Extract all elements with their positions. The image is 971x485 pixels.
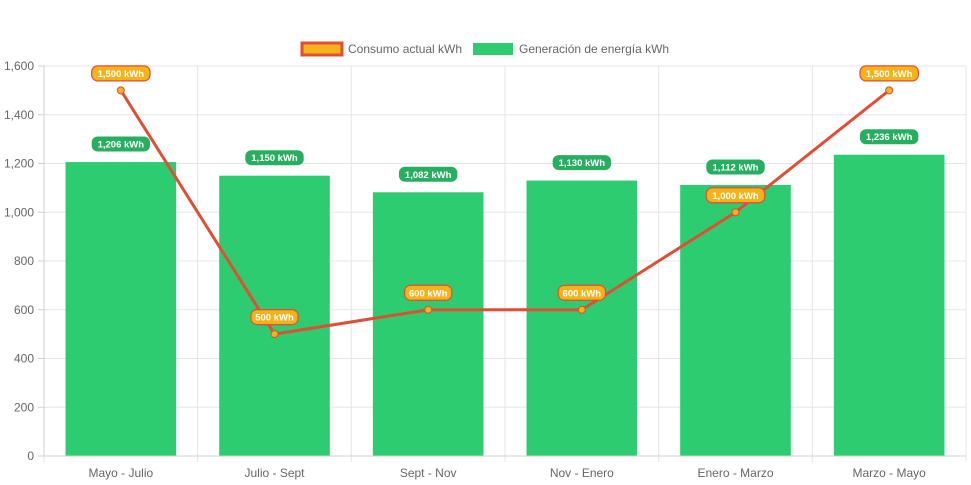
bar-data-label-text: 1,112 kWh: [713, 162, 759, 173]
bar-series: [65, 154, 945, 456]
line-data-label-bg: [859, 65, 919, 82]
line-data-label: 1,500 kWh: [91, 65, 151, 82]
y-tick-label: 1,400: [4, 108, 34, 122]
line-data-label: 600 kWh: [557, 284, 607, 301]
line-data-label-text: 600 kWh: [409, 288, 448, 299]
line-data-label-bg: [705, 187, 766, 204]
bar-data-label-bg: [245, 150, 304, 166]
bar-generacion[interactable]: [526, 180, 638, 456]
legend: Consumo actual kWh Generación de energía…: [300, 41, 669, 57]
bar-data-label: 1,130 kWh: [552, 155, 612, 171]
line-point-consumo[interactable]: [424, 305, 433, 314]
line-data-label: 500 kWh: [250, 309, 299, 326]
bar-data-label-bg: [398, 166, 458, 182]
bar-data-label: 1,206 kWh: [91, 136, 151, 152]
line-data-label: 1,000 kWh: [705, 187, 766, 204]
line-data-label-text: 1,500 kWh: [866, 69, 913, 80]
line-data-label-bg: [557, 284, 607, 301]
x-tick-label: Sept - Nov: [400, 466, 457, 480]
y-tick-label: 1,000: [4, 205, 34, 219]
line-data-label-text: 1,500 kWh: [98, 69, 145, 80]
bar-data-label-bg: [91, 136, 151, 152]
bar-generacion[interactable]: [65, 162, 177, 456]
line-data-label: 1,500 kWh: [859, 65, 919, 82]
bar-generacion[interactable]: [372, 192, 484, 456]
bar-data-label: 1,082 kWh: [398, 166, 458, 182]
line-point-consumo[interactable]: [885, 86, 894, 95]
bar-generacion[interactable]: [833, 154, 945, 456]
y-tick-label: 0: [27, 449, 34, 463]
line-data-label: 600 kWh: [403, 284, 453, 301]
legend-swatch-generacion[interactable]: [473, 43, 513, 55]
line-point-consumo[interactable]: [731, 208, 740, 217]
bar-data-label: 1,150 kWh: [245, 150, 304, 166]
line-point-consumo[interactable]: [577, 305, 586, 314]
line-point-consumo[interactable]: [270, 330, 279, 339]
data-labels: 1,206 kWh 1,150 kWh 1,082 kWh 1,130 kWh 1,11…: [91, 65, 919, 326]
grid: [43, 65, 967, 462]
y-tick-label: 600: [14, 303, 34, 317]
axes: 0 200 400 600 800 1,000 1,200 1,400 1,600 Mayo - …: [4, 59, 966, 480]
x-tick-label: Mayo - Julio: [88, 466, 153, 480]
line-data-label-bg: [91, 65, 151, 82]
bar-data-label-bg: [706, 159, 765, 175]
y-tick-label: 400: [14, 352, 34, 366]
x-tick-label: Julio - Sept: [244, 466, 305, 480]
bar-data-label-text: 1,236 kWh: [866, 132, 913, 143]
y-tick-label: 800: [14, 254, 34, 268]
line-data-label-text: 600 kWh: [563, 288, 602, 299]
bar-data-label-text: 1,150 kWh: [251, 153, 298, 164]
bar-data-label-bg: [859, 129, 919, 145]
line-point-consumo[interactable]: [116, 86, 125, 95]
line-data-label-bg: [403, 284, 453, 301]
bar-data-label-bg: [552, 155, 612, 171]
legend-label-consumo[interactable]: Consumo actual kWh: [348, 42, 462, 56]
y-tick-label: 1,200: [4, 157, 34, 171]
x-tick-label: Nov - Enero: [550, 466, 614, 480]
bar-data-label-text: 1,206 kWh: [98, 140, 145, 151]
bar-data-label: 1,112 kWh: [706, 159, 765, 175]
line-data-label-text: 500 kWh: [255, 313, 294, 324]
x-tick-label: Marzo - Mayo: [852, 466, 926, 480]
y-tick-label: 1,600: [4, 59, 34, 73]
line-data-label-text: 1,000 kWh: [712, 191, 759, 202]
bar-data-label: 1,236 kWh: [859, 129, 919, 145]
y-tick-label: 200: [14, 400, 34, 414]
line-data-label-bg: [250, 309, 299, 326]
legend-swatch-consumo[interactable]: [300, 41, 344, 57]
legend-label-generacion[interactable]: Generación de energía kWh: [519, 42, 669, 56]
bar-data-label-text: 1,082 kWh: [405, 170, 452, 181]
bar-generacion[interactable]: [680, 184, 791, 456]
x-tick-label: Enero - Marzo: [697, 466, 773, 480]
bar-data-label-text: 1,130 kWh: [559, 158, 606, 169]
